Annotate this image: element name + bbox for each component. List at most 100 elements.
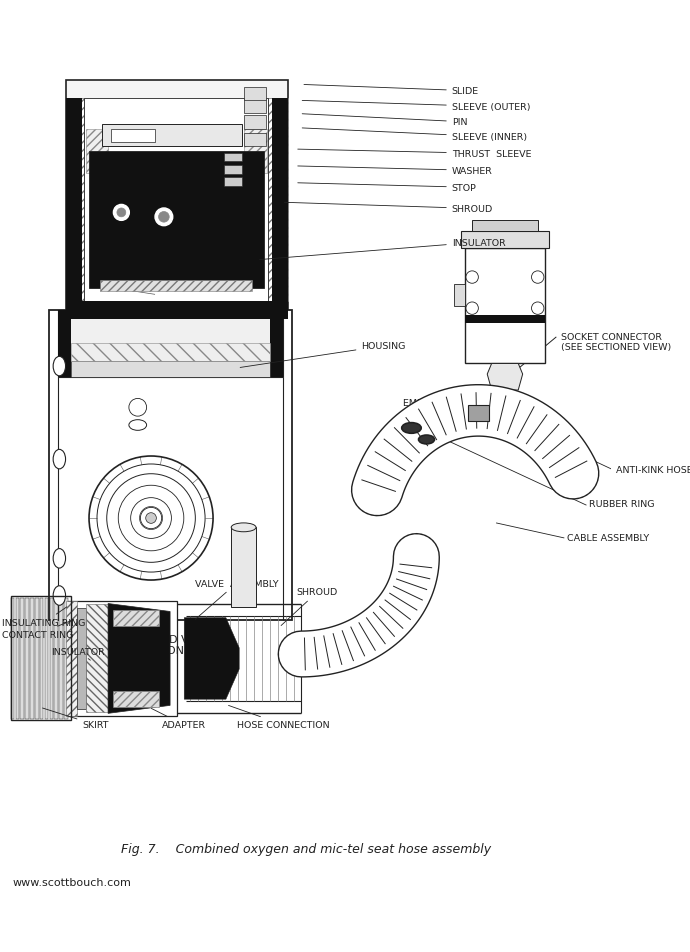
Bar xyxy=(66,602,77,716)
Polygon shape xyxy=(57,311,71,377)
Circle shape xyxy=(117,208,126,218)
Bar xyxy=(77,608,86,709)
Bar xyxy=(45,599,48,719)
Ellipse shape xyxy=(419,436,435,445)
Text: STOP: STOP xyxy=(298,184,477,192)
Bar xyxy=(455,285,465,307)
Bar xyxy=(64,599,68,719)
Text: ANTI-KINK HOSE: ANTI-KINK HOSE xyxy=(615,466,690,475)
Polygon shape xyxy=(487,364,522,390)
Text: VALVE  ASSEMBLY: VALVE ASSEMBLY xyxy=(195,579,279,620)
Bar xyxy=(112,691,159,707)
Polygon shape xyxy=(184,618,239,700)
Bar xyxy=(49,311,293,621)
Text: INSULATING RING: INSULATING RING xyxy=(2,607,85,627)
Text: SECTIONED VIEW OF
SOCKET CONNECTOR: SECTIONED VIEW OF SOCKET CONNECTOR xyxy=(111,634,230,656)
Bar xyxy=(10,597,71,721)
Text: HOUSING: HOUSING xyxy=(240,342,406,368)
Text: SHROUD: SHROUD xyxy=(284,203,493,213)
Polygon shape xyxy=(66,99,82,320)
Text: SOCKET CONNECTOR
(SEE SECTIONED VIEW): SOCKET CONNECTOR (SEE SECTIONED VIEW) xyxy=(561,332,671,351)
Bar xyxy=(110,129,155,143)
Bar xyxy=(244,88,266,101)
Polygon shape xyxy=(88,151,264,288)
Ellipse shape xyxy=(53,549,66,568)
Circle shape xyxy=(155,208,172,227)
Bar xyxy=(59,599,63,719)
Bar xyxy=(40,599,43,719)
Text: SKIRT: SKIRT xyxy=(43,708,109,729)
Bar xyxy=(86,129,108,174)
Text: WASHER: WASHER xyxy=(298,167,493,175)
Circle shape xyxy=(531,271,544,284)
Text: SLEEVE (OUTER): SLEEVE (OUTER) xyxy=(302,101,531,112)
Bar xyxy=(35,599,39,719)
Circle shape xyxy=(531,303,544,315)
Circle shape xyxy=(113,206,129,221)
Ellipse shape xyxy=(402,424,421,434)
Bar xyxy=(21,599,24,719)
Bar xyxy=(66,81,288,320)
Text: Fig. 7.    Combined oxygen and mic-tel seat hose assembly: Fig. 7. Combined oxygen and mic-tel seat… xyxy=(121,843,491,856)
Circle shape xyxy=(140,507,161,529)
Bar xyxy=(71,362,270,377)
Text: ADAPTER: ADAPTER xyxy=(151,708,206,729)
Bar xyxy=(55,599,58,719)
Ellipse shape xyxy=(231,524,256,532)
Bar xyxy=(100,281,253,291)
Bar xyxy=(468,406,489,422)
Polygon shape xyxy=(270,311,284,377)
Circle shape xyxy=(466,303,478,315)
Bar xyxy=(231,527,256,607)
Circle shape xyxy=(146,513,157,524)
Polygon shape xyxy=(465,316,545,324)
Ellipse shape xyxy=(53,450,66,469)
Polygon shape xyxy=(272,99,288,320)
Bar xyxy=(50,599,53,719)
Bar xyxy=(84,99,268,302)
Polygon shape xyxy=(66,302,288,320)
Text: INSULATOR: INSULATOR xyxy=(51,647,105,661)
Bar xyxy=(66,602,177,716)
Bar xyxy=(224,178,241,187)
Bar xyxy=(465,249,545,364)
Bar xyxy=(66,99,84,302)
Bar xyxy=(244,134,266,148)
Text: www.scottbouch.com: www.scottbouch.com xyxy=(12,877,131,886)
Circle shape xyxy=(466,271,478,284)
Bar xyxy=(86,605,108,713)
Bar xyxy=(268,99,288,302)
Text: CONTACT RING: CONTACT RING xyxy=(2,620,74,640)
Bar xyxy=(472,221,538,231)
Circle shape xyxy=(129,399,146,417)
Text: HOSE CONNECTION: HOSE CONNECTION xyxy=(228,705,330,729)
Text: SHROUD: SHROUD xyxy=(281,588,338,625)
Text: INSULATOR: INSULATOR xyxy=(259,238,506,260)
Text: SLEEVE (INNER): SLEEVE (INNER) xyxy=(302,129,527,142)
Bar xyxy=(224,153,241,162)
Bar xyxy=(224,166,241,174)
Circle shape xyxy=(159,212,169,223)
Bar xyxy=(26,599,29,719)
Text: CABLE ASSEMBLY: CABLE ASSEMBLY xyxy=(567,534,649,543)
Bar xyxy=(102,125,242,148)
Bar xyxy=(15,599,19,719)
Bar xyxy=(10,599,14,719)
Text: RUBBER RING: RUBBER RING xyxy=(589,500,655,508)
Text: SLIDE: SLIDE xyxy=(304,86,479,96)
Polygon shape xyxy=(108,604,170,714)
Text: PIN: PIN xyxy=(302,114,467,127)
Bar xyxy=(30,599,34,719)
Bar xyxy=(461,231,549,249)
Ellipse shape xyxy=(129,420,146,431)
Bar xyxy=(112,610,159,626)
Ellipse shape xyxy=(53,357,66,376)
Text: THRUST  SLEEVE: THRUST SLEEVE xyxy=(298,149,531,159)
Ellipse shape xyxy=(53,586,66,605)
Bar xyxy=(57,311,284,377)
Bar xyxy=(244,100,266,113)
Bar xyxy=(71,344,270,362)
Text: EMERGENCY OXYGEN
CONNECTION: EMERGENCY OXYGEN CONNECTION xyxy=(403,399,504,418)
Bar xyxy=(244,116,266,129)
Bar xyxy=(244,129,266,174)
